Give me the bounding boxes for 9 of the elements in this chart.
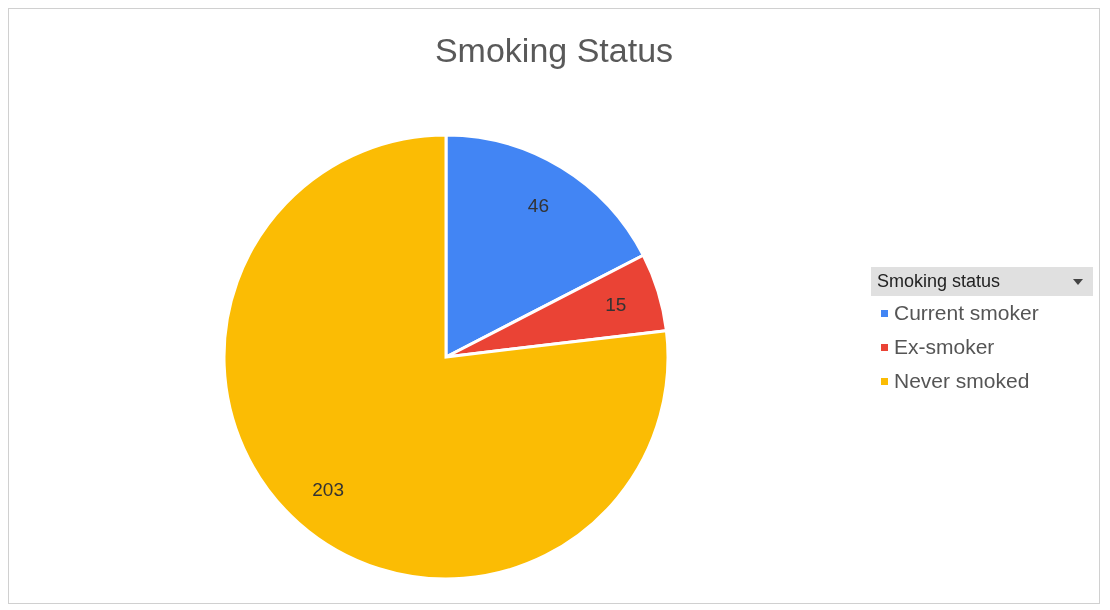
legend-label: Ex-smoker: [894, 335, 995, 359]
legend-label: Never smoked: [894, 369, 1030, 393]
chart-title: Smoking Status: [433, 31, 675, 70]
legend-title: Smoking status: [877, 271, 1001, 292]
data-label: 203: [312, 479, 344, 501]
pie-slice: [222, 133, 670, 581]
data-label: 15: [605, 294, 627, 316]
data-label: 46: [527, 194, 550, 216]
legend-label: Current smoker: [894, 301, 1039, 325]
